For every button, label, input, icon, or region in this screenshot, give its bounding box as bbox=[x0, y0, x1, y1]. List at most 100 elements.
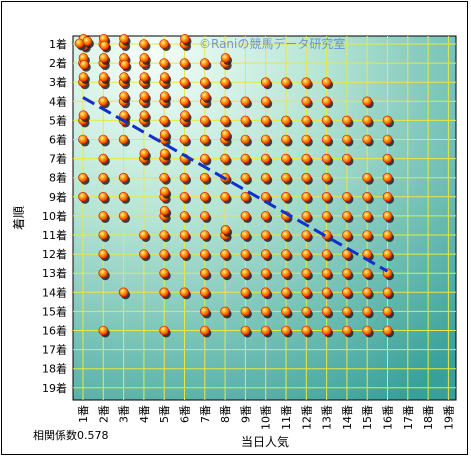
data-point bbox=[220, 192, 232, 204]
data-point bbox=[260, 268, 273, 281]
data-point bbox=[119, 91, 131, 104]
data-point bbox=[200, 287, 212, 300]
data-point bbox=[240, 115, 252, 128]
data-point bbox=[200, 268, 212, 281]
y-tick-label: 8着 bbox=[49, 171, 67, 185]
x-tick-label: 8番 bbox=[219, 405, 232, 423]
data-point bbox=[260, 325, 273, 338]
data-point bbox=[240, 306, 252, 319]
data-point bbox=[139, 91, 151, 104]
data-point bbox=[382, 287, 394, 300]
data-point bbox=[118, 287, 131, 300]
data-point bbox=[179, 134, 191, 147]
data-point bbox=[78, 192, 90, 204]
data-point bbox=[98, 72, 111, 85]
data-point bbox=[139, 39, 151, 51]
data-point bbox=[260, 134, 273, 147]
data-point bbox=[159, 58, 171, 71]
x-tick-label: 15番 bbox=[361, 405, 374, 430]
data-point bbox=[382, 325, 394, 338]
data-points bbox=[74, 34, 394, 338]
x-tick-label: 9番 bbox=[239, 405, 252, 423]
data-point bbox=[240, 211, 252, 223]
data-point bbox=[382, 230, 394, 242]
data-point bbox=[342, 230, 354, 242]
data-point bbox=[240, 230, 252, 242]
data-point bbox=[78, 110, 90, 123]
data-point bbox=[362, 268, 374, 281]
data-point bbox=[200, 192, 212, 204]
data-point bbox=[342, 153, 354, 166]
data-point bbox=[220, 53, 233, 65]
x-tick-label: 5番 bbox=[158, 405, 171, 423]
data-point bbox=[301, 192, 313, 204]
data-point bbox=[382, 115, 394, 128]
data-point bbox=[321, 325, 334, 338]
data-point bbox=[301, 211, 313, 223]
data-point bbox=[342, 192, 354, 204]
x-tick-label: 19番 bbox=[442, 405, 455, 430]
data-point bbox=[98, 325, 110, 338]
data-point bbox=[281, 134, 293, 147]
data-point bbox=[281, 115, 293, 128]
x-tick-label: 1番 bbox=[77, 405, 90, 423]
data-point bbox=[179, 287, 191, 300]
data-point bbox=[382, 192, 394, 204]
data-point bbox=[159, 287, 171, 300]
data-point bbox=[159, 325, 171, 338]
data-point bbox=[118, 172, 131, 185]
data-point bbox=[159, 91, 172, 104]
y-tick-label: 19着 bbox=[42, 381, 67, 395]
data-point bbox=[200, 211, 212, 223]
data-point bbox=[159, 148, 172, 161]
data-point bbox=[179, 249, 191, 262]
x-tick-label: 12番 bbox=[300, 405, 313, 430]
data-point bbox=[362, 192, 374, 204]
data-point bbox=[342, 211, 354, 223]
data-point bbox=[98, 172, 110, 185]
x-tick-label: 4番 bbox=[138, 405, 151, 423]
trend-line bbox=[82, 96, 389, 273]
y-tick-label: 2着 bbox=[49, 56, 67, 70]
data-point bbox=[281, 325, 293, 338]
data-point bbox=[260, 287, 273, 300]
data-point bbox=[200, 134, 212, 147]
data-point bbox=[240, 325, 252, 338]
data-point bbox=[301, 230, 313, 242]
correlation-label: 相関係数0.578 bbox=[33, 429, 109, 442]
watermark: ©Raniの競馬データ研究室 bbox=[199, 36, 345, 51]
data-point bbox=[180, 110, 192, 123]
data-point bbox=[180, 34, 192, 46]
data-point bbox=[362, 211, 374, 223]
data-point bbox=[240, 172, 252, 185]
data-point bbox=[240, 249, 252, 262]
data-point bbox=[382, 172, 394, 185]
data-point bbox=[382, 211, 394, 223]
data-point bbox=[301, 115, 313, 128]
y-tick-label: 1着 bbox=[49, 37, 67, 51]
data-point bbox=[321, 287, 334, 300]
data-point bbox=[321, 268, 334, 281]
data-point bbox=[118, 192, 131, 204]
data-point bbox=[200, 58, 212, 71]
data-point bbox=[321, 115, 334, 128]
data-point bbox=[362, 172, 374, 185]
x-tick-label: 2番 bbox=[97, 405, 110, 423]
data-point bbox=[82, 36, 94, 49]
data-point bbox=[321, 153, 334, 166]
data-point bbox=[159, 39, 171, 51]
data-point bbox=[139, 148, 151, 161]
data-point bbox=[240, 96, 252, 109]
data-point bbox=[281, 153, 293, 166]
data-point bbox=[281, 230, 293, 242]
data-point bbox=[200, 153, 212, 166]
y-tick-label: 9着 bbox=[49, 190, 67, 204]
x-tick-label: 3番 bbox=[118, 405, 131, 423]
data-point bbox=[159, 129, 172, 142]
y-tick-label: 4着 bbox=[49, 94, 67, 108]
y-tick-label: 16着 bbox=[42, 324, 67, 338]
data-point bbox=[342, 115, 354, 128]
data-point bbox=[240, 134, 252, 147]
data-point bbox=[281, 287, 293, 300]
data-point bbox=[220, 77, 232, 90]
